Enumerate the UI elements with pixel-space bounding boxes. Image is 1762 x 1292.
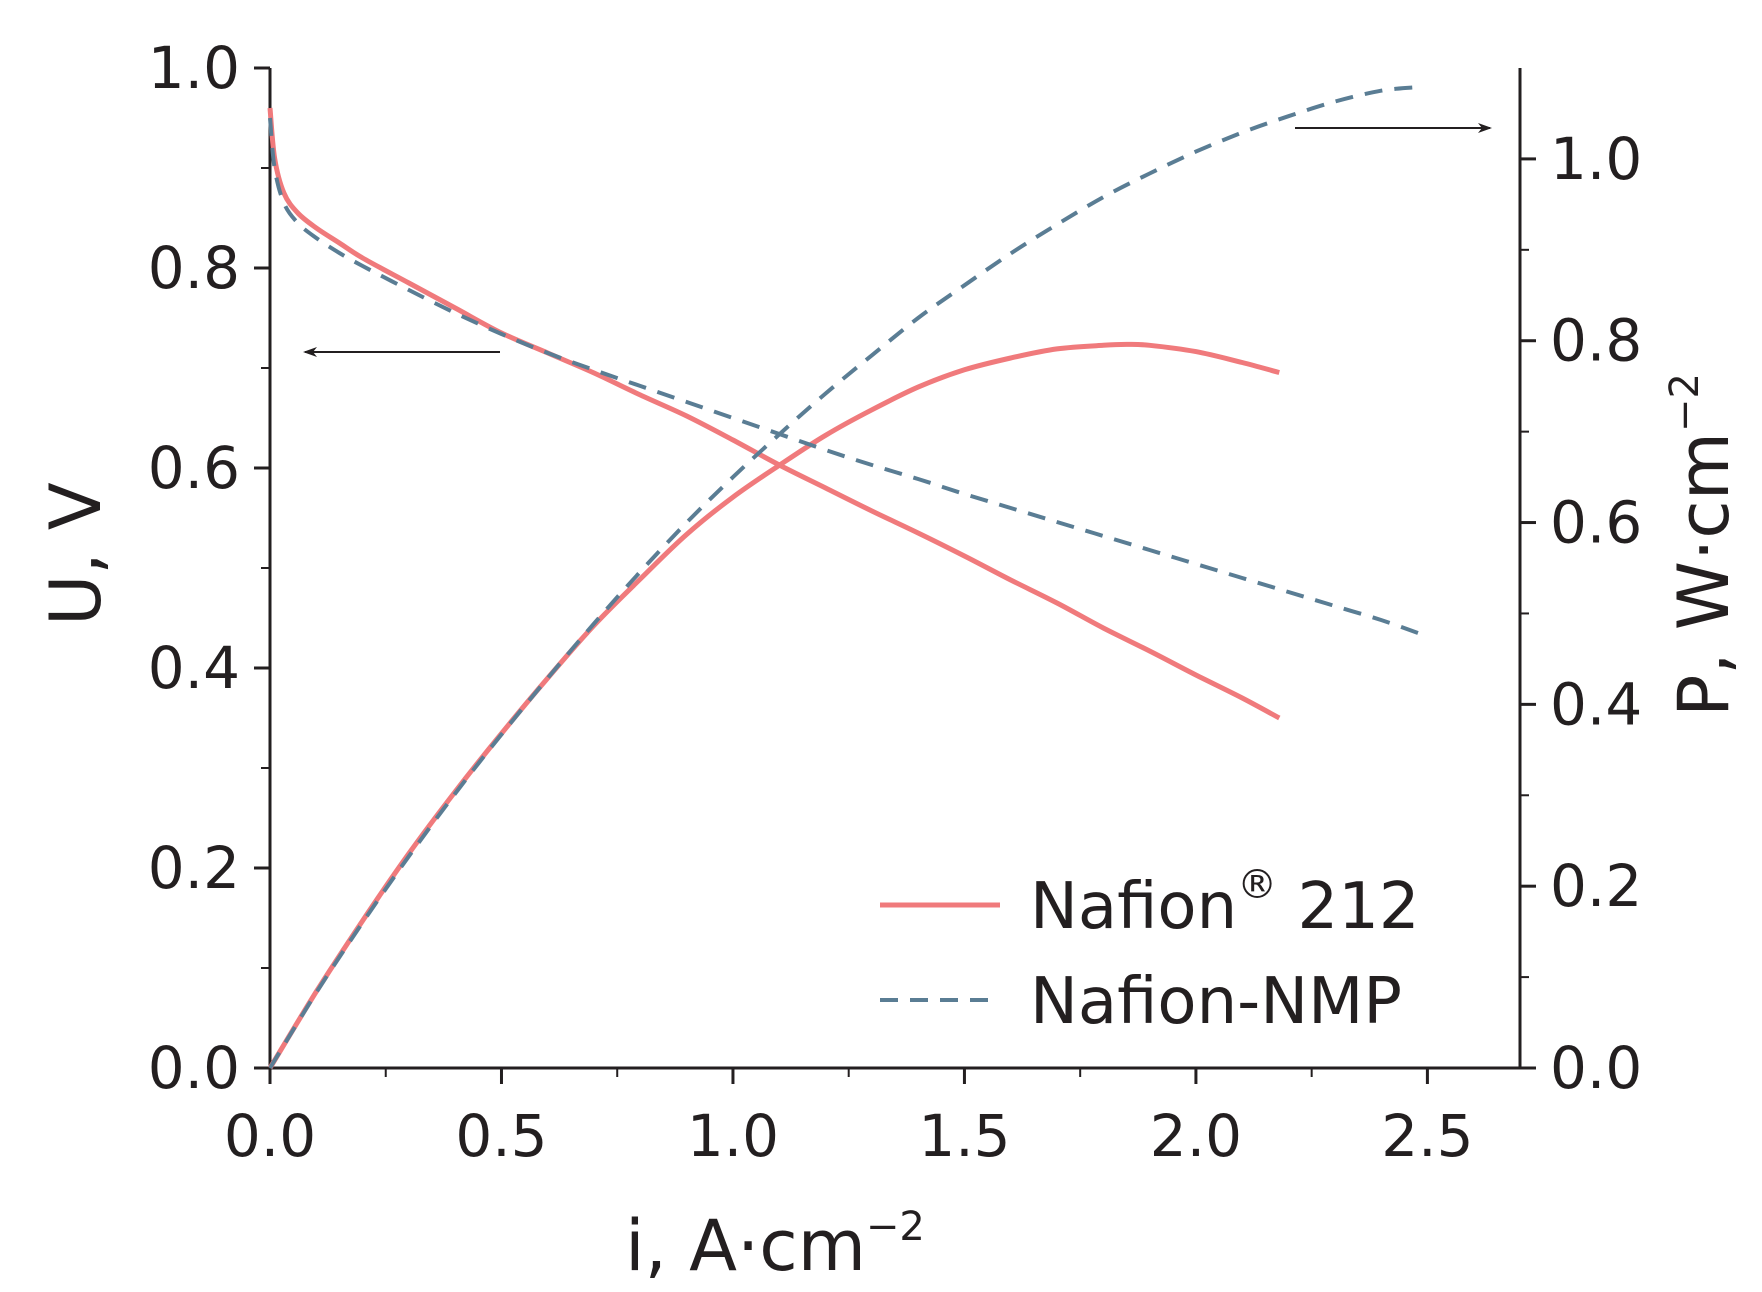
left-y-tick-label: 0.6 — [148, 434, 240, 502]
right-y-tick-label: 0.0 — [1550, 1034, 1642, 1102]
left-y-axis-ticks: 0.0 0.2 0.4 0.6 0.8 1.0 — [148, 34, 270, 1102]
left-y-tick-label: 0.8 — [148, 234, 240, 302]
power-curve-nafion-212 — [267, 341, 1280, 1070]
right-y-tick-label: 1.0 — [1550, 125, 1642, 193]
left-y-tick-label: 0.0 — [148, 1034, 240, 1102]
x-tick-label: 2.0 — [1150, 1102, 1242, 1170]
left-y-axis-title: U, V — [35, 482, 117, 626]
power-curve-nafion-nmp — [268, 85, 1419, 1070]
right-y-axis-ticks: 0.0 0.2 0.4 0.6 0.8 1.0 — [1520, 125, 1642, 1102]
right-y-tick-label: 0.2 — [1550, 852, 1642, 920]
voltage-curve-nafion-nmp — [268, 117, 1419, 635]
left-y-tick-label: 0.2 — [148, 834, 240, 902]
legend-label-nafion-212: Nafion® 212 — [1030, 862, 1420, 944]
x-tick-label: 0.5 — [455, 1102, 547, 1170]
left-y-tick-label: 1.0 — [148, 34, 240, 102]
axis-arrows — [303, 123, 1492, 357]
x-tick-label: 1.0 — [687, 1102, 779, 1170]
legend-label-nafion-nmp: Nafion-NMP — [1030, 965, 1402, 1039]
left-y-tick-label: 0.4 — [148, 634, 240, 702]
x-tick-label: 1.5 — [918, 1102, 1010, 1170]
right-y-tick-label: 0.4 — [1550, 670, 1642, 738]
right-y-axis-title: P, W·cm−2 — [1662, 373, 1745, 717]
right-y-tick-label: 0.8 — [1550, 307, 1642, 375]
x-tick-label: 0.0 — [224, 1102, 316, 1170]
right-y-tick-label: 0.6 — [1550, 489, 1642, 557]
legend: Nafion® 212 Nafion-NMP — [880, 862, 1420, 1039]
x-axis-ticks: 0.0 0.5 1.0 1.5 2.0 2.5 — [224, 1068, 1474, 1170]
x-axis-title: i, A·cm−2 — [625, 1204, 925, 1287]
voltage-curve-nafion-212 — [267, 107, 1281, 721]
x-tick-label: 2.5 — [1381, 1102, 1473, 1170]
series-layer — [267, 85, 1419, 1070]
